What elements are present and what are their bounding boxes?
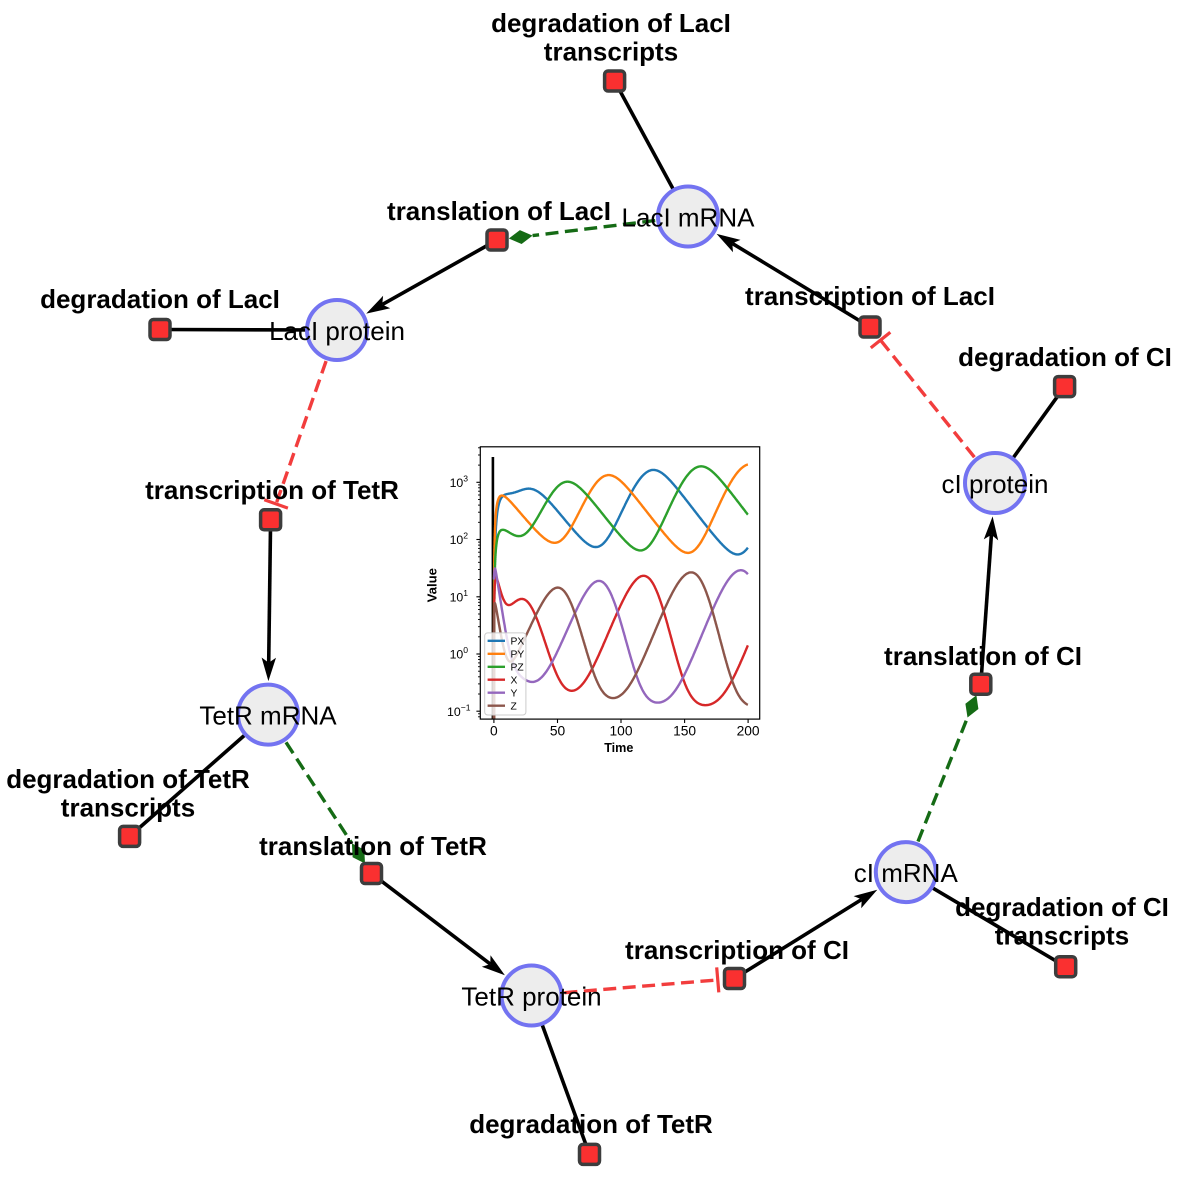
- svg-text:degradation of LacI: degradation of LacI: [40, 284, 280, 314]
- svg-text:X: X: [511, 676, 518, 687]
- svg-text:cI protein: cI protein: [942, 469, 1049, 499]
- svg-text:200: 200: [737, 724, 760, 739]
- svg-text:150: 150: [673, 724, 696, 739]
- svg-text:LacI mRNA: LacI mRNA: [622, 203, 756, 233]
- svg-text:Value: Value: [425, 568, 440, 602]
- svg-text:degradation of LacI: degradation of LacI: [491, 8, 731, 38]
- svg-text:TetR mRNA: TetR mRNA: [199, 701, 337, 731]
- svg-text:transcription of CI: transcription of CI: [625, 935, 849, 965]
- svg-text:PX: PX: [511, 637, 525, 648]
- svg-text:degradation of TetR: degradation of TetR: [6, 764, 250, 794]
- svg-text:degradation of CI: degradation of CI: [955, 892, 1169, 922]
- svg-text:PZ: PZ: [511, 663, 524, 674]
- svg-text:0: 0: [490, 724, 498, 739]
- svg-text:50: 50: [550, 724, 566, 739]
- svg-text:PY: PY: [511, 650, 525, 661]
- svg-text:degradation of CI: degradation of CI: [958, 342, 1172, 372]
- svg-text:Time: Time: [604, 741, 633, 755]
- svg-text:Z: Z: [511, 702, 517, 713]
- svg-text:transcripts: transcripts: [61, 793, 195, 823]
- svg-text:degradation of TetR: degradation of TetR: [469, 1109, 713, 1139]
- svg-text:translation of LacI: translation of LacI: [387, 196, 611, 226]
- svg-text:TetR protein: TetR protein: [461, 982, 601, 1012]
- svg-text:LacI protein: LacI protein: [269, 316, 405, 346]
- svg-text:Y: Y: [511, 689, 518, 700]
- svg-text:transcription of LacI: transcription of LacI: [745, 281, 995, 311]
- svg-text:cI mRNA: cI mRNA: [854, 858, 959, 888]
- svg-text:translation of TetR: translation of TetR: [259, 831, 487, 861]
- svg-text:translation of CI: translation of CI: [884, 641, 1082, 671]
- svg-text:transcription of TetR: transcription of TetR: [145, 475, 399, 505]
- svg-text:transcripts: transcripts: [544, 37, 678, 67]
- svg-text:100: 100: [609, 724, 632, 739]
- svg-text:transcripts: transcripts: [995, 921, 1129, 951]
